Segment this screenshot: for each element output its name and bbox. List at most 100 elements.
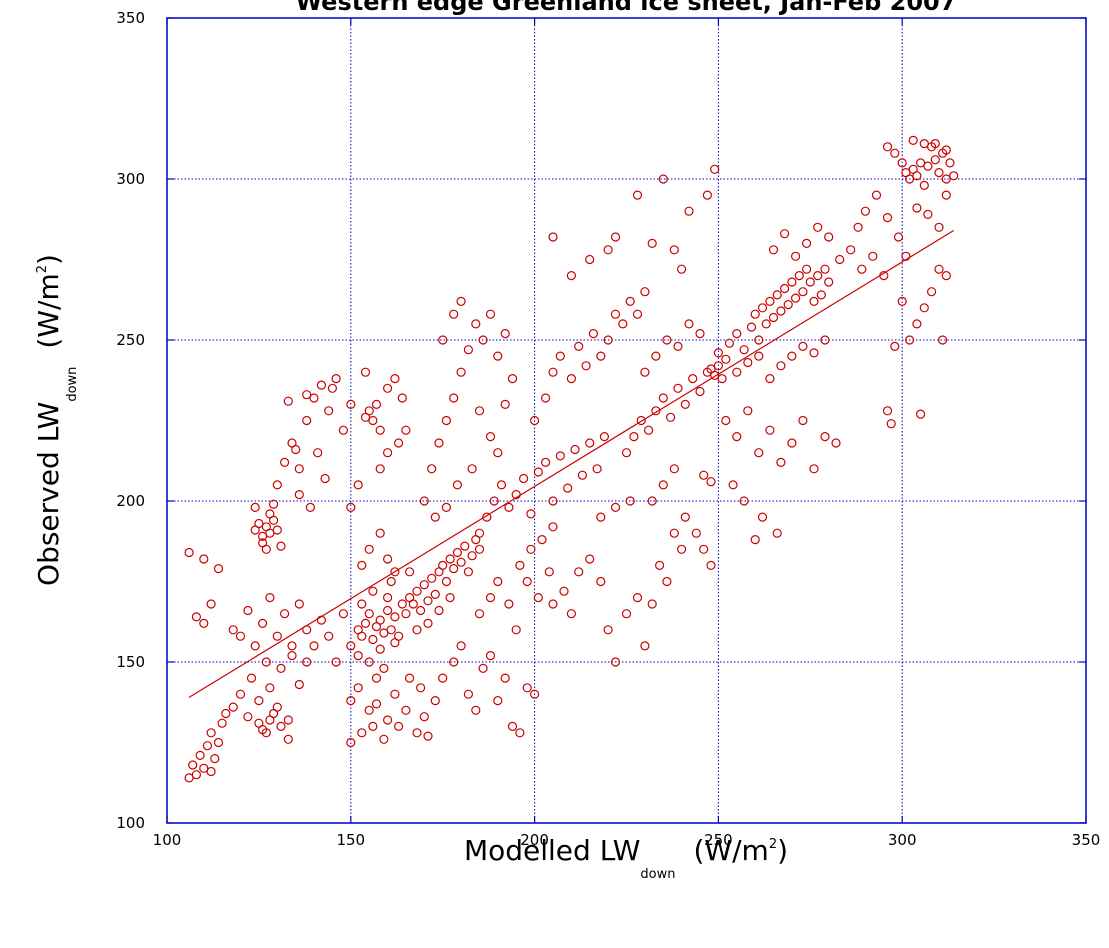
data-point (254, 518, 264, 529)
data-point (813, 222, 823, 232)
data-point (449, 563, 459, 574)
data-point (213, 563, 224, 574)
data-point (699, 544, 709, 554)
data-point (206, 766, 216, 777)
data-point (919, 180, 929, 190)
data-point (213, 737, 224, 748)
data-point (776, 457, 786, 467)
data-point (768, 245, 779, 255)
data-point (346, 502, 356, 512)
data-point (331, 374, 341, 384)
data-point (302, 415, 312, 426)
data-point (474, 544, 485, 554)
data-point (507, 374, 518, 384)
chart-title: Western edge Greenland ice sheet, Jan-Fe… (296, 0, 957, 16)
data-point (283, 715, 293, 725)
data-point (574, 341, 584, 351)
data-point (474, 609, 485, 619)
x-tick-label: 150 (336, 831, 365, 849)
data-point (394, 438, 404, 448)
data-point (445, 554, 455, 564)
data-point (500, 399, 510, 409)
data-point (816, 290, 826, 300)
data-point (504, 502, 514, 512)
data-point (379, 663, 389, 674)
data-point (717, 374, 727, 384)
y-tick-label: 100 (116, 814, 145, 832)
data-point (746, 322, 757, 332)
data-point (926, 287, 937, 297)
data-point (798, 287, 808, 297)
data-point (272, 480, 282, 490)
data-point (394, 721, 404, 732)
data-point (695, 386, 705, 397)
data-point (610, 232, 621, 242)
x-axis-label-main: Modelled LW (464, 834, 640, 867)
data-point (449, 393, 459, 403)
data-point (353, 480, 363, 490)
x-tick-label: 300 (888, 831, 917, 849)
data-point (779, 229, 790, 239)
data-point (739, 345, 749, 355)
data-point (669, 245, 679, 255)
data-point (699, 470, 709, 480)
data-point (743, 357, 753, 368)
data-point (390, 567, 400, 577)
data-point (331, 657, 341, 667)
data-point (383, 554, 393, 564)
data-point (467, 551, 477, 561)
y-axis-label: Observed LWdown (W/m2) (32, 254, 80, 586)
data-points (184, 135, 959, 783)
data-point (471, 319, 481, 329)
data-point (474, 528, 485, 538)
data-point (493, 351, 503, 361)
data-point (405, 567, 415, 577)
data-point (596, 576, 606, 587)
data-point (581, 361, 591, 371)
data-point (243, 605, 253, 616)
data-point (423, 731, 433, 741)
data-point (302, 390, 312, 400)
data-point (364, 705, 374, 715)
data-point (728, 480, 738, 490)
data-point (820, 335, 830, 345)
data-point (912, 319, 922, 329)
data-point (291, 444, 301, 455)
data-point (261, 657, 271, 667)
data-point (485, 432, 496, 442)
data-point (383, 383, 393, 393)
data-point (371, 673, 382, 683)
data-point (941, 190, 951, 200)
data-point (540, 393, 551, 403)
data-point (882, 142, 893, 152)
data-point (390, 374, 400, 384)
data-point (831, 438, 841, 448)
data-point (438, 335, 448, 345)
data-point (449, 309, 459, 319)
data-point (434, 438, 444, 448)
data-point (945, 158, 955, 168)
data-point (882, 213, 893, 223)
data-point (419, 712, 429, 722)
data-point (754, 351, 764, 361)
data-point (879, 271, 889, 281)
data-point (779, 283, 790, 294)
data-point (537, 534, 547, 545)
y-axis-label-main: Observed LW (32, 402, 65, 586)
data-point (511, 490, 521, 500)
data-point (603, 335, 613, 345)
data-point (566, 374, 577, 384)
data-point (673, 383, 683, 393)
data-point (258, 724, 268, 735)
data-point (820, 264, 830, 274)
data-point (379, 734, 389, 744)
data-point (302, 657, 312, 667)
data-point (529, 415, 540, 426)
data-point (930, 139, 940, 149)
data-point (471, 705, 481, 715)
data-point (937, 335, 948, 345)
data-point (283, 396, 293, 406)
data-point (368, 721, 378, 732)
data-point (500, 329, 510, 339)
